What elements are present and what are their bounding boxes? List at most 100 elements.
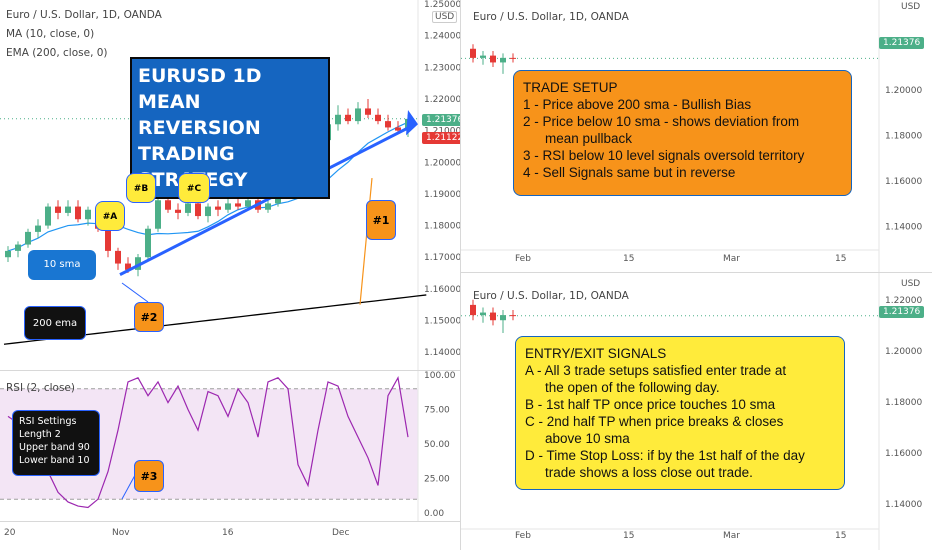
signal-a-tag: #A bbox=[95, 201, 125, 231]
marker-1-tag: #1 bbox=[366, 200, 396, 240]
last-price-tag: 1.21376 bbox=[422, 114, 468, 126]
trade-setup-line-5: 4 - Sell Signals same but in reverse bbox=[523, 165, 736, 180]
candle-body bbox=[35, 225, 41, 232]
rsi-tick-label: 100.00 bbox=[424, 371, 456, 381]
right-panel-separator[interactable] bbox=[461, 272, 932, 273]
x-axis-line bbox=[0, 521, 460, 522]
ema-callout: 200 ema bbox=[24, 306, 86, 340]
candle-body bbox=[15, 244, 21, 251]
candle-body bbox=[155, 200, 161, 229]
marker-3-tag: #3 bbox=[134, 460, 164, 492]
candle-body bbox=[185, 203, 191, 213]
rt-x-tick-mar: Mar bbox=[723, 254, 740, 264]
candle-body bbox=[385, 121, 391, 128]
sma-callout: 10 sma bbox=[28, 250, 96, 280]
pane-divider[interactable] bbox=[0, 370, 460, 371]
price-tick-label: 1.17000 bbox=[424, 253, 460, 263]
currency-button[interactable]: USD bbox=[432, 11, 458, 23]
right-bottom-panel[interactable]: 1.22000 1.20000 1.18000 1.16000 1.14000 Euro… bbox=[461, 273, 932, 550]
right-top-symbol: Euro / U.S. Dollar, 1D, OANDA bbox=[473, 11, 629, 23]
x-tick-nov: Nov bbox=[112, 528, 130, 538]
marker-2-tag: #2 bbox=[134, 302, 164, 332]
entry-exit-heading: ENTRY/EXIT SIGNALS bbox=[525, 346, 667, 361]
mini-candle-body bbox=[510, 315, 516, 317]
candle-body bbox=[5, 250, 11, 258]
symbol-label: Euro / U.S. Dollar, 1D, OANDA bbox=[6, 9, 162, 21]
price-tick-label: 1.23000 bbox=[424, 63, 460, 73]
title-line-1: EURUSD 1D bbox=[138, 65, 262, 87]
trend-arrow-line bbox=[119, 124, 413, 276]
rsi-settings-line-2: Length 2 bbox=[19, 429, 61, 440]
ema-indicator-label: EMA (200, close, 0) bbox=[6, 47, 108, 59]
mini-candle-body bbox=[480, 55, 486, 58]
candle-body bbox=[55, 206, 61, 213]
right-top-last-price: 1.21376 bbox=[879, 37, 925, 49]
candle-body bbox=[335, 114, 341, 125]
rsi-settings-box: RSI Settings Length 2 Upper band 90 Lowe… bbox=[12, 410, 100, 476]
rt-x-tick-feb: Feb bbox=[515, 254, 531, 264]
mini-tick-label: 1.20000 bbox=[885, 347, 922, 357]
title-line-2: MEAN REVERSION bbox=[138, 91, 261, 139]
candle-body bbox=[265, 203, 271, 210]
entry-exit-line-1: A - All 3 trade setups satisfied enter t… bbox=[525, 363, 787, 378]
right-bottom-currency[interactable]: USD bbox=[901, 279, 921, 289]
mini-candle-body bbox=[510, 57, 516, 59]
x-tick-dec: Dec bbox=[332, 528, 350, 538]
left-chart-panel[interactable]: 1.25000 1.24000 1.23000 1.22000 1.21000 1.200… bbox=[0, 0, 468, 550]
candle-body bbox=[65, 206, 71, 213]
mini-candle-body bbox=[490, 55, 496, 63]
trade-setup-heading: TRADE SETUP bbox=[523, 80, 618, 95]
rb-x-tick-feb: Feb bbox=[515, 531, 531, 541]
price-tick-label: 1.22000 bbox=[424, 95, 460, 105]
price-tick-label: 1.25000 bbox=[424, 0, 460, 10]
candle-body bbox=[245, 200, 251, 207]
price-tick-label: 1.18000 bbox=[424, 222, 460, 232]
candle-body bbox=[235, 203, 241, 207]
rb-x-tick-15b: 15 bbox=[835, 531, 847, 541]
title-line-3: TRADING STRATEGY bbox=[138, 143, 247, 191]
mini-candle-body bbox=[470, 48, 476, 58]
entry-exit-line-7: trade shows a loss close out trade. bbox=[545, 465, 753, 480]
trade-setup-box bbox=[513, 70, 852, 196]
price-tick-label: 1.20000 bbox=[424, 158, 460, 168]
signal-b-tag: #B bbox=[126, 173, 156, 203]
strategy-title: EURUSD 1D MEAN REVERSION TRADING STRATEG… bbox=[130, 57, 330, 199]
candle-body bbox=[345, 114, 351, 122]
trade-setup-line-3: mean pullback bbox=[545, 131, 633, 146]
rsi-settings-line-4: Lower band 10 bbox=[19, 455, 90, 466]
mini-candle-body bbox=[500, 315, 506, 321]
candle-body bbox=[215, 206, 221, 210]
candle-body bbox=[395, 127, 401, 131]
right-bottom-chart[interactable]: 1.22000 1.20000 1.18000 1.16000 1.14000 bbox=[461, 273, 932, 550]
right-top-currency[interactable]: USD bbox=[901, 2, 921, 12]
candle-body bbox=[165, 200, 171, 210]
right-bottom-last-price: 1.21376 bbox=[879, 306, 925, 318]
candle-body bbox=[195, 203, 201, 217]
candle-body bbox=[355, 108, 361, 122]
x-tick-16: 16 bbox=[222, 528, 234, 538]
mini-candle-body bbox=[480, 312, 486, 316]
rb-x-tick-15a: 15 bbox=[623, 531, 635, 541]
rsi-settings-line-1: RSI Settings bbox=[19, 416, 77, 427]
candle-body bbox=[205, 206, 211, 217]
ma-price-tag: 1.21122 bbox=[422, 132, 468, 144]
price-tick-label: 1.16000 bbox=[424, 285, 460, 295]
rt-x-tick-15a: 15 bbox=[623, 254, 635, 264]
mini-tick-label: 1.20000 bbox=[885, 86, 922, 96]
rsi-tick-label: 75.00 bbox=[424, 406, 450, 416]
entry-exit-line-5: above 10 sma bbox=[545, 431, 630, 446]
panel-separator[interactable] bbox=[460, 0, 461, 550]
rsi-tick-label: 25.00 bbox=[424, 475, 450, 485]
marker-2-pointer bbox=[121, 282, 149, 303]
mini-candle-body bbox=[470, 304, 476, 316]
mini-tick-label: 1.16000 bbox=[885, 449, 922, 459]
candle-body bbox=[365, 108, 371, 115]
mini-tick-label: 1.18000 bbox=[885, 131, 922, 141]
entry-exit-box bbox=[515, 336, 845, 490]
signal-c-tag: #C bbox=[178, 173, 210, 203]
entry-exit-line-4: C - 2nd half TP when price breaks & clos… bbox=[525, 414, 784, 429]
candle-body bbox=[175, 209, 181, 213]
entry-exit-line-2: the open of the following day. bbox=[545, 380, 720, 395]
ma-indicator-label: MA (10, close, 0) bbox=[6, 28, 95, 40]
